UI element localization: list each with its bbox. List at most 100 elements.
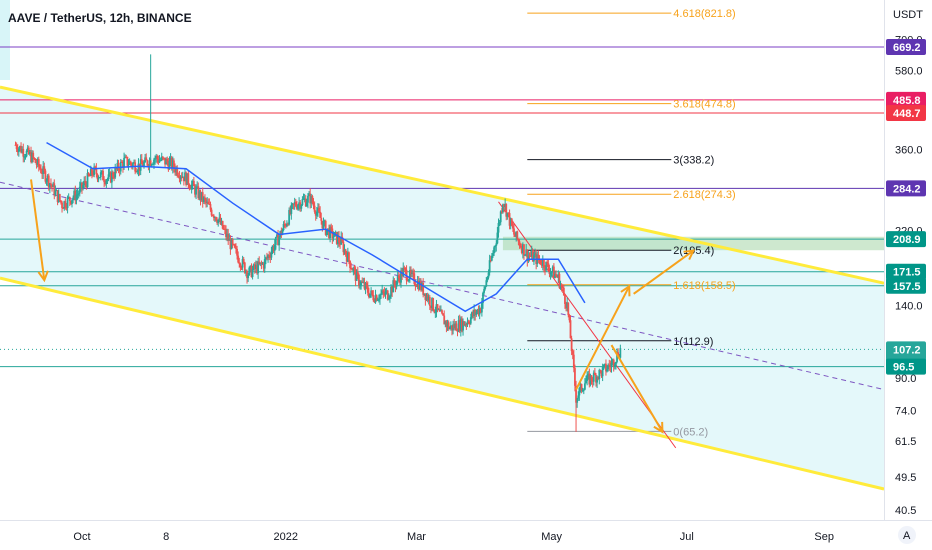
candle-body: [247, 275, 250, 279]
candle-body: [124, 156, 127, 158]
candle-body: [332, 236, 335, 239]
candle-body: [222, 228, 225, 230]
candle-body: [444, 321, 447, 325]
candle-body: [520, 247, 523, 253]
candle-body: [330, 226, 333, 229]
auto-scale-button[interactable]: [898, 526, 916, 544]
fib-level-label: 2.618(274.3): [673, 189, 735, 201]
price-level-badge[interactable]: [886, 39, 926, 55]
projection-arrow[interactable]: [30, 179, 46, 281]
candle-body: [507, 212, 510, 214]
candle-body: [195, 187, 197, 195]
candle-body: [27, 147, 30, 155]
channel-lower-line[interactable]: [0, 276, 885, 491]
candle-body: [270, 251, 273, 258]
candle-body: [325, 229, 328, 235]
candle-body: [562, 287, 565, 296]
candle-body: [22, 148, 25, 157]
downtrend-line[interactable]: [498, 201, 677, 449]
candle-body: [77, 193, 80, 195]
candle-body: [543, 259, 545, 268]
projection-arrow[interactable]: [633, 249, 695, 295]
candle-body: [168, 160, 171, 170]
candle-body: [318, 207, 320, 212]
candle-body: [499, 211, 502, 223]
candle-body: [424, 293, 427, 300]
candle-body: [500, 211, 503, 213]
candle-body: [215, 216, 217, 221]
candle-body: [406, 280, 409, 282]
candle-body: [394, 284, 397, 287]
candle-body: [241, 258, 244, 268]
price-level-badge[interactable]: [886, 91, 926, 108]
candle-body: [616, 352, 618, 362]
candle-body: [166, 159, 169, 163]
candle-body: [602, 364, 605, 368]
candle-body: [264, 257, 267, 260]
candle-body: [128, 161, 131, 165]
candle-body: [209, 204, 212, 210]
candle-body: [108, 172, 111, 175]
candle-body: [551, 266, 554, 272]
price-tick-label: 360.0: [895, 144, 923, 156]
candle-body: [411, 272, 413, 274]
candle-body: [289, 209, 292, 214]
candle-body: [385, 290, 388, 292]
candle-body: [363, 282, 366, 289]
price-axis[interactable]: [885, 0, 932, 520]
candle-body: [150, 164, 153, 166]
price-level-badge[interactable]: [886, 104, 926, 121]
candle-body: [191, 180, 194, 185]
candle-body: [84, 180, 87, 184]
candle-body: [101, 170, 103, 173]
candle-body: [386, 290, 389, 300]
candle-body: [338, 235, 340, 243]
candle-body: [173, 160, 175, 168]
candle-body: [276, 234, 278, 237]
candle-body: [171, 160, 174, 169]
candle-body: [432, 298, 435, 311]
candle-body: [132, 163, 134, 167]
candle-body: [284, 224, 287, 227]
candle-body: [572, 354, 575, 369]
candle-body: [340, 236, 343, 245]
fib-level-label: 3(338.2): [673, 155, 714, 167]
candle-body: [528, 255, 531, 257]
price-level-badge[interactable]: [886, 231, 926, 248]
candle-body: [369, 293, 371, 298]
price-level-badge[interactable]: [886, 263, 926, 280]
candle-body: [359, 285, 361, 287]
time-axis[interactable]: Oct 8 2022 Mar May Jul Sep: [73, 531, 834, 543]
candle-body: [93, 166, 96, 175]
candle-body: [83, 180, 86, 186]
candle-body: [167, 162, 170, 170]
projection-arrow[interactable]: [575, 285, 631, 391]
price-level-badge[interactable]: [886, 277, 926, 294]
candle-body: [361, 281, 364, 283]
price-level-badge-value: 157.5: [893, 281, 921, 293]
candle-body: [15, 144, 18, 150]
candle-body: [47, 175, 50, 188]
candle-body: [218, 217, 221, 220]
candle-body: [259, 262, 262, 265]
candle-body: [349, 260, 351, 269]
price-level-badge[interactable]: [886, 180, 926, 197]
candle-body: [310, 196, 313, 204]
candle-body: [55, 190, 58, 192]
candle-body: [81, 182, 83, 189]
projection-arrow[interactable]: [610, 344, 664, 433]
candle-body: [179, 176, 182, 179]
candle-body: [137, 163, 140, 172]
candle-body: [461, 318, 463, 331]
candle-body: [273, 244, 276, 251]
candle-body: [45, 180, 48, 182]
candle-body: [220, 221, 223, 225]
candle-body: [109, 172, 112, 183]
currency-label: USDT: [893, 9, 923, 21]
channel-upper-line[interactable]: [0, 85, 885, 285]
price-level-badge[interactable]: [886, 358, 926, 375]
candle-body: [175, 167, 178, 173]
candle-body: [390, 286, 392, 296]
channel-mid-line[interactable]: [0, 181, 885, 391]
